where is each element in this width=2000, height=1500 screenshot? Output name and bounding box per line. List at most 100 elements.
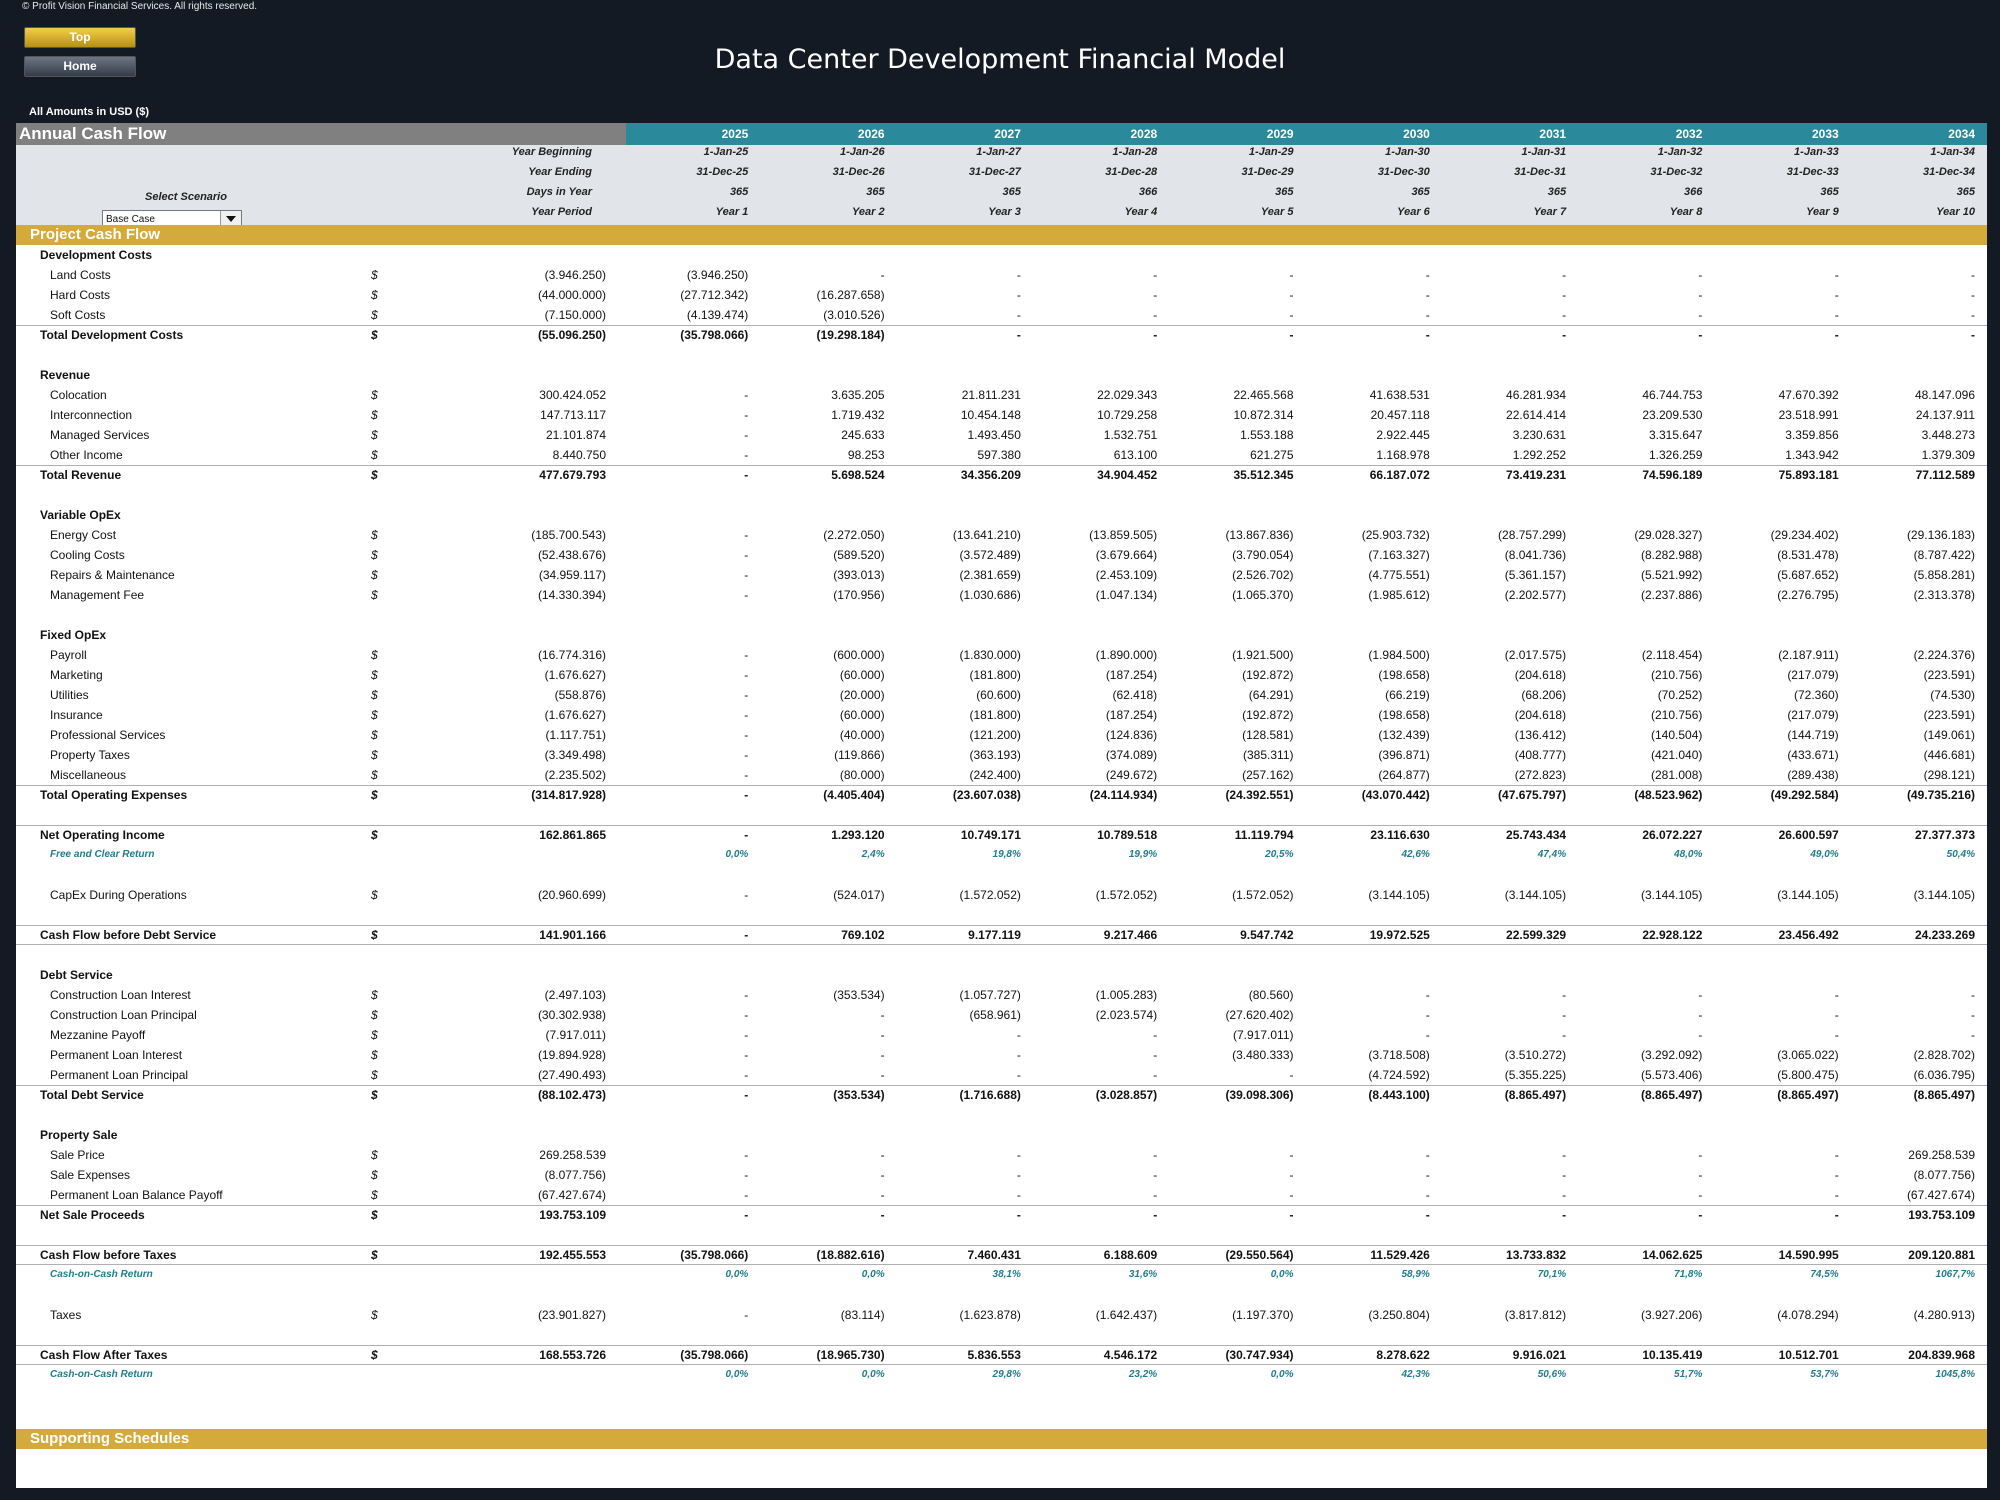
year-value-cell: - [744, 728, 749, 742]
year-header-cell: 2034 [1948, 127, 1975, 141]
year-value-cell: (70.252) [1657, 688, 1703, 702]
total-cell: 168.553.726 [539, 1348, 606, 1362]
row-label: Revenue [40, 368, 91, 382]
year-value-cell: (2.017.575) [1504, 648, 1567, 662]
total-cell: 8.440.750 [552, 448, 606, 462]
currency-cell: $ [371, 1148, 378, 1162]
year-value-cell: (3.144.105) [1504, 888, 1567, 902]
year-value-cell: 621.275 [1250, 448, 1294, 462]
page-title: Data Center Development Financial Model [714, 44, 1286, 75]
year-value-cell: - [1834, 268, 1839, 282]
year-value-cell: (25.903.732) [1361, 528, 1430, 542]
year-value-cell: - [1016, 328, 1021, 342]
row-label: Permanent Loan Balance Payoff [50, 1188, 223, 1202]
spacer-row [16, 945, 1987, 965]
total-cell: (3.349.498) [544, 748, 606, 762]
year-value-cell: - [744, 888, 749, 902]
home-button[interactable]: Home [24, 56, 136, 77]
total-cell: (44.000.000) [537, 288, 606, 302]
year-value-cell: (1.572.052) [1232, 888, 1294, 902]
table-row: Construction Loan Principal $ (30.302.938)… [16, 1005, 1987, 1025]
supporting-schedules-bar[interactable]: Supporting Schedules [16, 1429, 1987, 1449]
year-value-cell: 3.448.273 [1921, 428, 1975, 442]
year-value-cell: - [880, 1048, 885, 1062]
chevron-down-icon[interactable] [220, 211, 241, 226]
year-value-cell: (272.823) [1514, 768, 1567, 782]
year-value-cell: - [1016, 1208, 1021, 1222]
year-value-cell: 0,0% [1270, 1269, 1294, 1280]
year-value-cell: (47.675.797) [1498, 788, 1567, 802]
date-cell: 31-Dec-33 [1786, 166, 1839, 178]
year-value-cell: 98.253 [847, 448, 885, 462]
year-value-cell: (8.282.988) [1641, 548, 1703, 562]
total-cell: (88.102.473) [537, 1088, 606, 1102]
year-value-cell: - [744, 688, 749, 702]
year-value-cell: 14.062.625 [1642, 1248, 1703, 1262]
year-value-cell: - [1834, 988, 1839, 1002]
year-value-cell: - [1834, 1188, 1839, 1202]
year-value-cell: (64.291) [1248, 688, 1294, 702]
year-value-cell: 1067,7% [1935, 1269, 1975, 1280]
year-value-cell: (5.521.992) [1641, 568, 1703, 582]
currency-note: All Amounts in USD ($) [29, 106, 149, 118]
date-cell: Year 4 [1124, 206, 1158, 218]
year-value-cell: 1.168.978 [1376, 448, 1430, 462]
year-value-cell: - [1698, 1168, 1703, 1182]
year-value-cell: 41.638.531 [1369, 388, 1430, 402]
year-value-cell: (27.620.402) [1225, 1008, 1294, 1022]
currency-cell: $ [371, 328, 378, 342]
year-value-cell: 19,9% [1128, 849, 1158, 860]
row-label: Colocation [50, 388, 107, 402]
year-value-cell: (80.560) [1248, 988, 1294, 1002]
currency-cell: $ [371, 648, 378, 662]
row-label: Energy Cost [50, 528, 117, 542]
row-label: Total Revenue [40, 468, 122, 482]
year-value-cell: 31,6% [1128, 1269, 1158, 1280]
date-cell: 365 [1002, 186, 1021, 198]
top-button[interactable]: Top [24, 27, 136, 48]
currency-cell: $ [371, 428, 378, 442]
year-value-cell: - [1971, 328, 1975, 342]
year-value-cell: - [1698, 268, 1703, 282]
row-label: Cash Flow After Taxes [40, 1348, 168, 1362]
year-value-cell: - [1153, 308, 1158, 322]
year-value-cell: (223.591) [1923, 708, 1975, 722]
year-value-cell: (1.057.727) [959, 988, 1021, 1002]
currency-cell: $ [371, 708, 378, 722]
year-value-cell: (3.010.526) [823, 308, 885, 322]
year-value-cell: 73.419.231 [1506, 468, 1567, 482]
year-value-cell: (5.858.281) [1913, 568, 1975, 582]
year-value-cell: - [744, 428, 749, 442]
year-value-cell: (363.193) [969, 748, 1021, 762]
year-value-cell: - [1153, 288, 1158, 302]
year-value-cell: (1.572.052) [959, 888, 1021, 902]
date-cell: Year 8 [1669, 206, 1703, 218]
annual-header-bar: Annual Cash Flow 2025 2026 2027 2028 2029 203… [16, 123, 1987, 145]
row-label: Property Taxes [50, 748, 130, 762]
year-value-cell: 14.590.995 [1778, 1248, 1839, 1262]
year-value-cell: (1.890.000) [1095, 648, 1158, 662]
year-value-cell: (3.679.664) [1095, 548, 1158, 562]
row-label: Payroll [50, 648, 87, 662]
year-value-cell: 13.733.832 [1506, 1248, 1567, 1262]
year-value-cell: (144.719) [1787, 728, 1839, 742]
total-cell: (55.096.250) [537, 328, 606, 342]
spacer-row [16, 905, 1987, 925]
project-cash-flow-bar: Project Cash Flow [16, 225, 1987, 245]
year-value-cell: (13.859.505) [1089, 528, 1158, 542]
year-value-cell: (3.927.206) [1641, 1308, 1703, 1322]
year-value-cell: - [1153, 1068, 1158, 1082]
year-value-cell: 26.072.227 [1642, 828, 1703, 842]
scenario-select[interactable]: Base Case [102, 210, 242, 227]
year-value-cell: (5.355.225) [1504, 1068, 1567, 1082]
year-value-cell: - [744, 448, 749, 462]
year-value-cell: - [744, 568, 749, 582]
percent-row: Cash-on-Cash Return 0,0% 0,0% 29,8% 23,2% 0,0… [16, 1365, 1987, 1385]
percent-row: Cash-on-Cash Return 0,0% 0,0% 38,1% 31,6% 0,0… [16, 1265, 1987, 1285]
year-value-cell: - [1425, 988, 1430, 1002]
date-cell: 1-Jan-25 [703, 146, 749, 158]
group-header-row: Debt Service [16, 965, 1987, 985]
year-value-cell: 1.343.942 [1785, 448, 1839, 462]
year-value-cell: - [744, 1188, 749, 1202]
year-value-cell: 47,4% [1537, 849, 1567, 860]
